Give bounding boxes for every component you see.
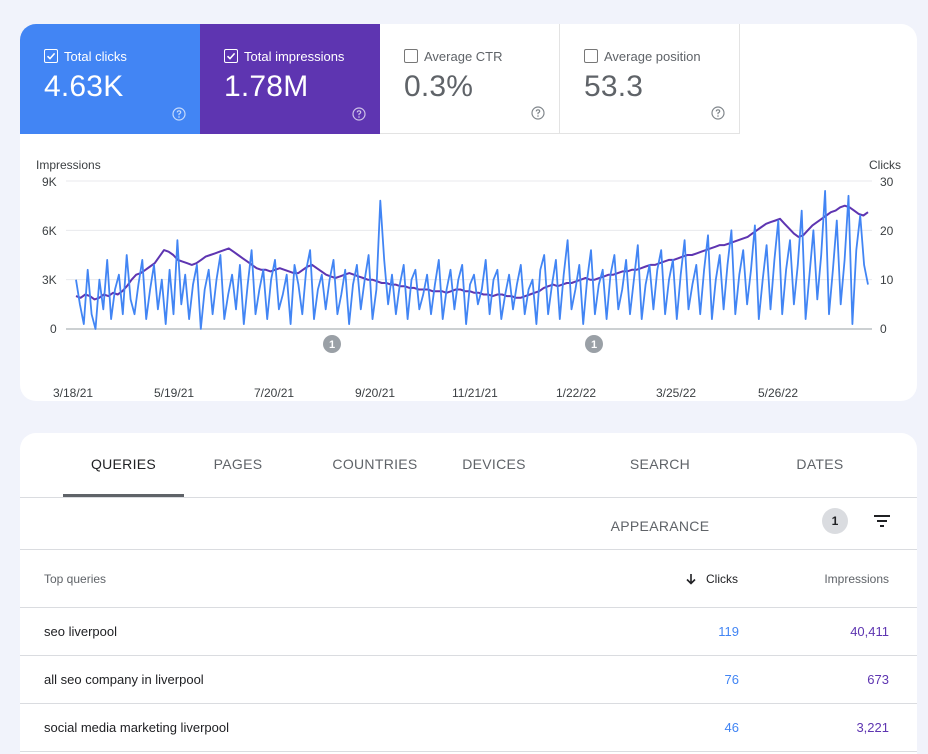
checkbox-unchecked-icon[interactable] — [584, 49, 598, 63]
annotation-label: 1 — [329, 339, 335, 351]
table-row[interactable]: seo liverpool 119 40,411 — [20, 608, 917, 656]
metric-cards: Total clicks 4.63K Total impressions 1.7… — [20, 24, 740, 134]
y-tick-left: 0 — [50, 322, 57, 336]
active-tab-indicator — [63, 494, 184, 497]
metric-label: Total impressions — [244, 48, 345, 64]
checkbox-checked-icon[interactable] — [224, 49, 238, 63]
table-header: Top queries Clicks Impressions — [20, 550, 917, 608]
tab-countries[interactable]: COUNTRIES — [332, 456, 418, 472]
table-row[interactable]: all seo company in liverpool 76 673 — [20, 656, 917, 704]
help-icon[interactable] — [531, 106, 545, 120]
report-table-card: QUERIES PAGES COUNTRIES DEVICES SEARCH A… — [20, 433, 917, 754]
clicks-cell: 119 — [718, 624, 739, 639]
tab-pages[interactable]: PAGES — [213, 456, 263, 472]
x-tick: 7/20/21 — [254, 386, 295, 400]
clicks-cell: 76 — [724, 672, 739, 687]
left-axis-title: Impressions — [36, 158, 101, 172]
filter-icon[interactable] — [872, 511, 892, 531]
column-header-clicks[interactable]: Clicks — [684, 572, 738, 586]
table-row[interactable]: social media marketing liverpool 46 3,22… — [20, 704, 917, 752]
x-tick: 3/18/21 — [53, 386, 94, 400]
performance-card: Total clicks 4.63K Total impressions 1.7… — [20, 24, 917, 401]
clicks-cell: 46 — [724, 720, 739, 735]
y-tick-left: 3K — [42, 273, 57, 287]
filter-count-badge[interactable]: 1 — [822, 508, 848, 534]
help-icon[interactable] — [352, 107, 366, 121]
metric-value: 53.3 — [584, 70, 644, 103]
help-icon[interactable] — [172, 107, 186, 121]
x-tick: 5/26/22 — [758, 386, 799, 400]
annotation-label: 1 — [591, 339, 597, 351]
y-tick-left: 9K — [42, 175, 57, 189]
y-tick-right: 20 — [880, 224, 894, 238]
report-tabs: QUERIES PAGES COUNTRIES DEVICES SEARCH A… — [20, 433, 917, 534]
checkbox-checked-icon[interactable] — [44, 49, 58, 63]
column-header-query: Top queries — [44, 572, 107, 586]
tab-dates[interactable]: DATES — [796, 456, 844, 472]
y-tick-right: 30 — [880, 175, 894, 189]
sort-descending-icon — [686, 574, 696, 585]
query-cell[interactable]: all seo company in liverpool — [44, 672, 204, 687]
metric-label: Average position — [604, 48, 701, 64]
metric-average-position[interactable]: Average position 53.3 — [560, 24, 740, 134]
metric-value: 4.63K — [44, 70, 124, 103]
column-header-clicks-label: Clicks — [706, 572, 738, 586]
x-tick: 3/25/22 — [656, 386, 697, 400]
y-tick-left: 6K — [42, 224, 57, 238]
x-tick: 9/20/21 — [355, 386, 396, 400]
metric-label: Total clicks — [64, 48, 127, 64]
series-line-impressions — [75, 204, 869, 301]
x-tick: 5/19/21 — [154, 386, 195, 400]
y-tick-right: 0 — [880, 322, 887, 336]
right-axis-title: Clicks — [869, 158, 901, 172]
tab-search-appearance[interactable]: SEARCH APPEARANCE — [610, 456, 710, 534]
x-tick: 11/21/21 — [452, 386, 498, 400]
impressions-cell: 3,221 — [856, 720, 889, 735]
series-line-clicks — [75, 190, 869, 330]
table-toolbar — [20, 498, 917, 550]
performance-chart: Impressions Clicks 9K 6K 3K 0 30 20 10 0… — [20, 154, 917, 401]
column-header-impressions[interactable]: Impressions — [824, 572, 889, 586]
metric-label: Average CTR — [424, 48, 503, 64]
y-tick-right: 10 — [880, 273, 894, 287]
help-icon[interactable] — [711, 106, 725, 120]
metric-value: 1.78M — [224, 70, 309, 103]
metric-total-impressions[interactable]: Total impressions 1.78M — [200, 24, 380, 134]
metric-total-clicks[interactable]: Total clicks 4.63K — [20, 24, 200, 134]
tab-devices[interactable]: DEVICES — [462, 456, 526, 472]
metric-value: 0.3% — [404, 70, 474, 103]
query-cell[interactable]: seo liverpool — [44, 624, 117, 639]
annotation-marker[interactable]: 1 — [323, 335, 341, 353]
checkbox-unchecked-icon[interactable] — [404, 49, 418, 63]
impressions-cell: 673 — [867, 672, 889, 687]
impressions-cell: 40,411 — [850, 624, 889, 639]
metric-average-ctr[interactable]: Average CTR 0.3% — [380, 24, 560, 134]
tab-queries[interactable]: QUERIES — [90, 456, 157, 472]
x-tick: 1/22/22 — [556, 386, 597, 400]
query-cell[interactable]: social media marketing liverpool — [44, 720, 229, 735]
annotation-marker[interactable]: 1 — [585, 335, 603, 353]
